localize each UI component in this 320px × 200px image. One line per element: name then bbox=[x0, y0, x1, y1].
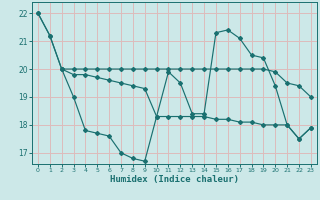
X-axis label: Humidex (Indice chaleur): Humidex (Indice chaleur) bbox=[110, 175, 239, 184]
